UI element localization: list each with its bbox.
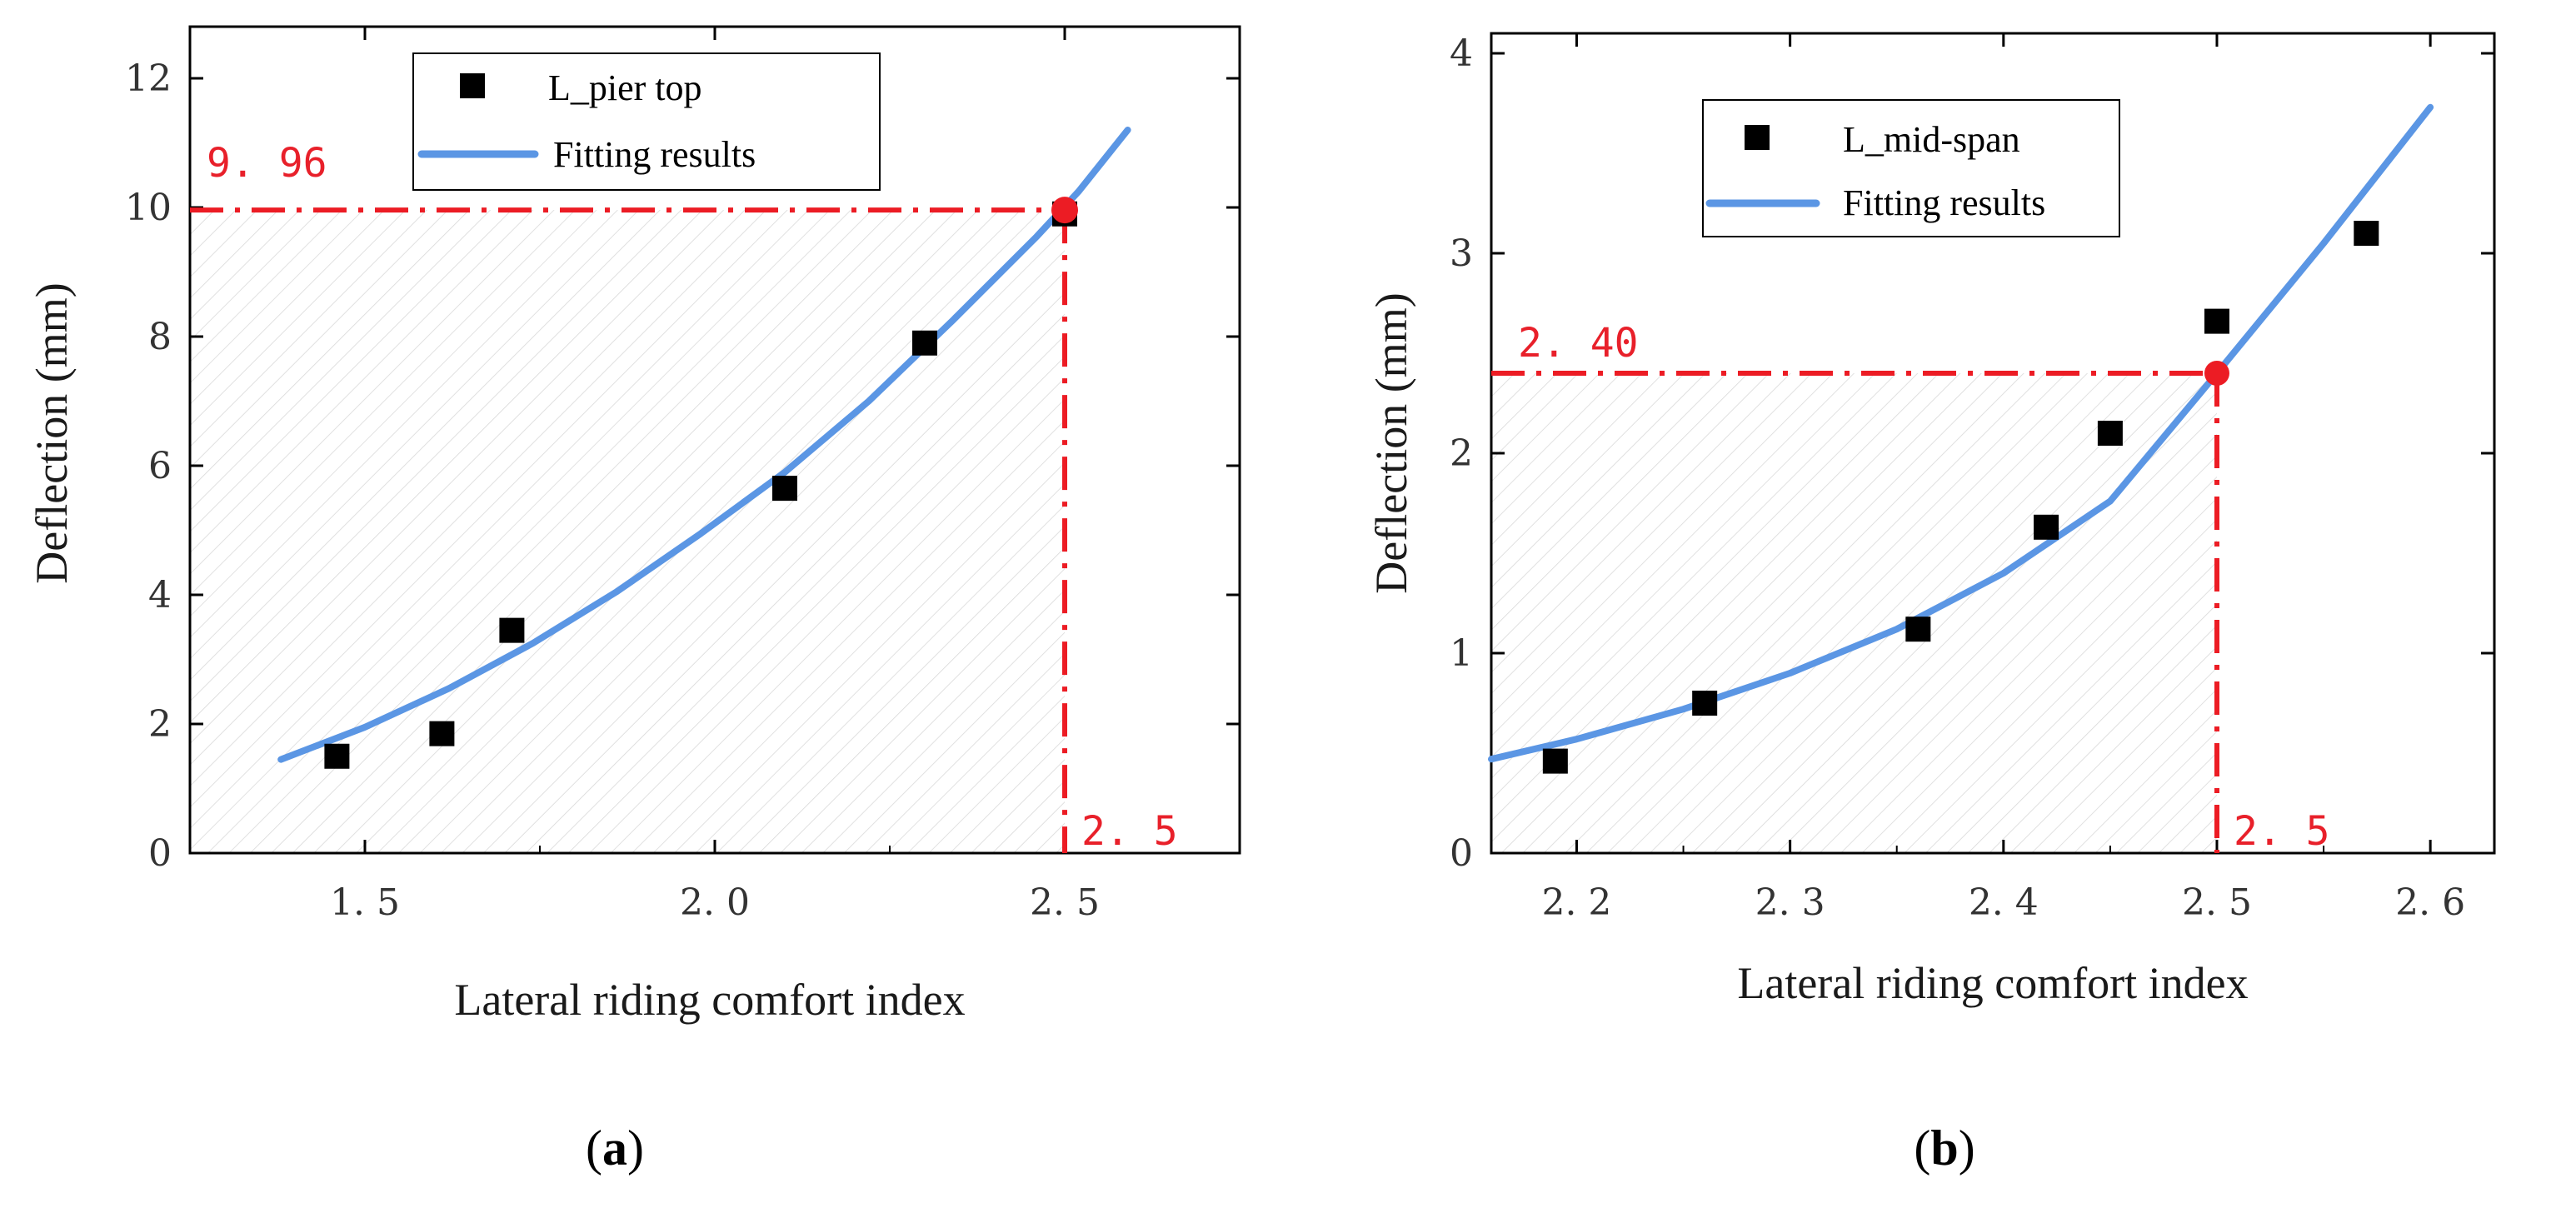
- highlight-x-label: 2. 5: [2234, 808, 2330, 855]
- plot-area: 0 1 2 3 4 2. 2 2. 3 2. 4 2. 5 2. 6 2. 40 2. 5: [1450, 32, 2496, 924]
- y-tick-label: 3: [1450, 232, 1473, 275]
- x-tick-label: 2. 5: [1030, 881, 1100, 924]
- y-tick-label: 0: [1450, 832, 1473, 875]
- fit-curve: [1488, 103, 2434, 763]
- x-tick-label: 2. 0: [680, 881, 750, 924]
- y-tick-label: 6: [148, 445, 172, 487]
- legend: L_pier top Fitting results: [412, 52, 881, 191]
- y-axis-title: Deflection (mm): [27, 282, 77, 583]
- x-tick-label: 2. 4: [1969, 881, 2039, 924]
- plot-area: 0 2 4 6 8 10 12 1. 5 2. 0 2. 5 9. 96 2. 5: [125, 25, 1241, 924]
- data-point: [499, 617, 525, 643]
- legend-entry-fit: Fitting results: [1843, 182, 2045, 223]
- chart-panel-a: 0 2 4 6 8 10 12 1. 5 2. 0 2. 5 9. 96 2. 5 L_pier to…: [27, 25, 1241, 1176]
- legend-entry-fit: Fitting results: [553, 134, 756, 175]
- highlight-y-label: 2. 40: [1518, 320, 1639, 367]
- x-tick-label: 2. 3: [1755, 881, 1825, 924]
- y-tick-label: 2: [148, 703, 172, 746]
- y-tick-label: 0: [148, 832, 172, 875]
- legend-box: [412, 52, 881, 191]
- data-point: [1905, 616, 1931, 642]
- data-point: [1692, 691, 1718, 716]
- data-point: [429, 721, 455, 746]
- y-tick-label: 1: [1450, 632, 1473, 675]
- x-tick-label: 2. 5: [2182, 881, 2252, 924]
- data-point: [1542, 748, 1568, 774]
- y-axis-title: Deflection (mm): [1366, 292, 1416, 593]
- y-tick-label: 12: [125, 57, 172, 100]
- highlight-y-label: 9. 96: [207, 140, 327, 187]
- data-point: [772, 476, 797, 502]
- x-tick-label: 2. 6: [2395, 881, 2465, 924]
- caption-a: (a): [586, 1121, 644, 1176]
- x-tick-label: 1. 5: [330, 881, 400, 924]
- y-tick-label: 10: [125, 187, 172, 229]
- legend-box: [1702, 99, 2120, 237]
- y-tick-label: 4: [148, 574, 172, 616]
- y-tick-label: 2: [1450, 432, 1473, 475]
- x-axis-title: Lateral riding comfort index: [454, 975, 965, 1025]
- legend-marker-swatch: [1745, 125, 1770, 150]
- highlight-x-label: 2. 5: [1081, 808, 1178, 855]
- legend-marker-swatch: [460, 73, 485, 98]
- fit-curve: [277, 127, 1131, 763]
- legend-entry-scatter: L_mid-span: [1843, 119, 2020, 160]
- highlight-point: [2204, 361, 2229, 386]
- data-point: [2097, 421, 2123, 446]
- y-tick-label: 4: [1450, 32, 1473, 75]
- data-point: [324, 743, 350, 769]
- caption-b: (b): [1914, 1121, 1974, 1176]
- legend-entry-scatter: L_pier top: [548, 67, 702, 108]
- axes-frame: [1490, 32, 2496, 855]
- legend: L_mid-span Fitting results: [1702, 99, 2120, 237]
- x-tick-label: 2. 2: [1541, 881, 1611, 924]
- highlight-point: [1051, 197, 1078, 224]
- x-axis-title: Lateral riding comfort index: [1737, 958, 2248, 1008]
- y-tick-label: 8: [148, 316, 172, 358]
- data-point: [2204, 308, 2229, 334]
- data-point: [2034, 514, 2059, 540]
- highlight-region: [1491, 373, 2217, 853]
- data-point: [2354, 221, 2379, 246]
- chart-panel-b: 0 1 2 3 4 2. 2 2. 3 2. 4 2. 5 2. 6 2. 40 2. 5 L_mid…: [1366, 32, 2496, 1176]
- data-point: [912, 330, 937, 356]
- highlight-region: [190, 210, 1065, 854]
